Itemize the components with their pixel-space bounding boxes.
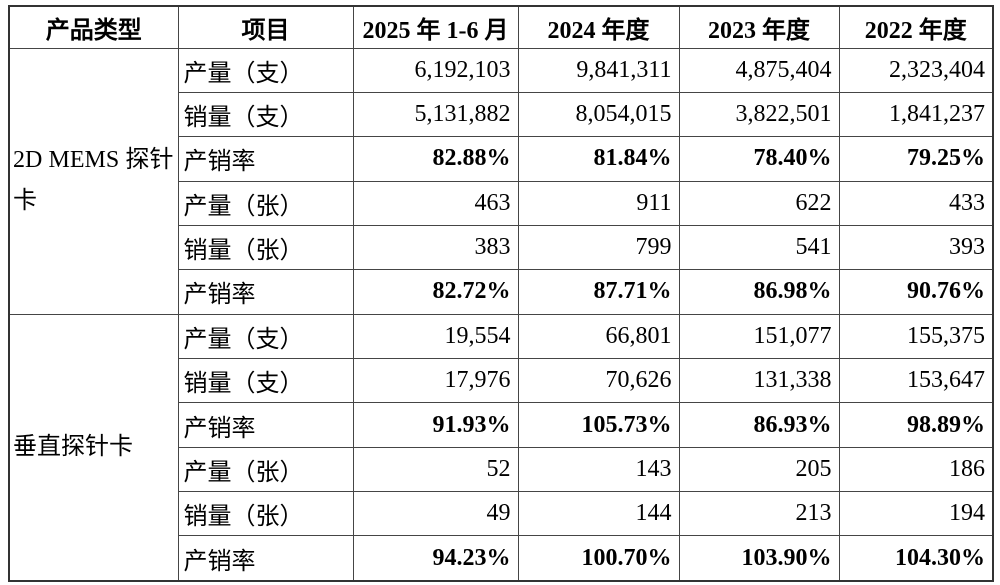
production-sales-table: 产品类型 项目 2025 年 1-6 月 2024 年度 2023 年度 202…: [8, 5, 994, 582]
item-label-cell: 产量（支）: [177, 313, 354, 360]
item-label-cell: 产量（张）: [177, 180, 354, 226]
value-cell: 186: [838, 446, 994, 493]
value-cell: 155,375: [838, 313, 994, 360]
table-row: 产量（张） 463 911 622 433: [9, 180, 994, 226]
value-cell: 49: [352, 491, 519, 537]
product-type-cell: 垂直探针卡: [8, 313, 179, 582]
value-cell: 82.72%: [352, 269, 519, 315]
item-label-cell: 销量（支）: [177, 91, 354, 138]
table-row: 销量（支） 17,976 70,626 131,338 153,647: [9, 358, 994, 404]
production-sales-table-container: 产品类型 项目 2025 年 1-6 月 2024 年度 2023 年度 202…: [8, 5, 994, 582]
value-cell: 2,323,404: [838, 47, 994, 93]
value-cell: 1,841,237: [838, 91, 994, 138]
value-cell: 52: [352, 446, 519, 493]
value-cell: 79.25%: [838, 136, 994, 182]
table-row: 销量（张） 383 799 541 393: [9, 224, 994, 271]
value-cell: 194: [838, 491, 994, 537]
table-row: 2D MEMS 探针卡 产量（支） 6,192,103 9,841,311 4,875,…: [8, 47, 994, 315]
value-cell: 19,554: [352, 313, 519, 360]
value-cell: 6,192,103: [352, 47, 519, 93]
item-label-cell: 销量（支）: [177, 358, 354, 404]
value-cell: 5,131,882: [352, 91, 519, 138]
item-label-cell: 产销率: [177, 402, 354, 448]
item-label-cell: 销量（张）: [177, 224, 354, 271]
value-cell: 541: [678, 224, 840, 271]
value-cell: 622: [678, 180, 840, 226]
value-cell: 144: [517, 491, 680, 537]
header-period-2023: 2023 年度: [678, 5, 840, 49]
value-cell: 103.90%: [678, 535, 840, 582]
value-cell: 82.88%: [352, 136, 519, 182]
value-cell: 205: [678, 446, 840, 493]
table-row: 产销率 91.93% 105.73% 86.93% 98.89%: [9, 402, 994, 448]
value-cell: 86.98%: [678, 269, 840, 315]
header-item: 项目: [177, 5, 354, 49]
value-cell: 70,626: [517, 358, 680, 404]
header-period-2022: 2022 年度: [838, 5, 994, 49]
item-label-cell: 产量（张）: [177, 446, 354, 493]
value-cell: 213: [678, 491, 840, 537]
value-cell: 393: [838, 224, 994, 271]
header-product-type: 产品类型: [8, 5, 179, 49]
value-cell: 383: [352, 224, 519, 271]
value-cell: 143: [517, 446, 680, 493]
header-period-2025h1: 2025 年 1-6 月: [352, 5, 519, 49]
item-label-cell: 产销率: [177, 269, 354, 315]
value-cell: 86.93%: [678, 402, 840, 448]
table-row: 销量（张） 49 144 213 194: [9, 491, 994, 537]
table-body: 2D MEMS 探针卡 产量（支） 6,192,103 9,841,311 4,875,…: [8, 47, 994, 582]
value-cell: 104.30%: [838, 535, 994, 582]
item-label-cell: 产量（支）: [177, 47, 354, 93]
item-label-cell: 产销率: [177, 535, 354, 582]
value-cell: 91.93%: [352, 402, 519, 448]
value-cell: 151,077: [678, 313, 840, 360]
value-cell: 911: [517, 180, 680, 226]
value-cell: 8,054,015: [517, 91, 680, 138]
value-cell: 66,801: [517, 313, 680, 360]
value-cell: 463: [352, 180, 519, 226]
value-cell: 17,976: [352, 358, 519, 404]
table-row: 产量（张） 52 143 205 186: [9, 446, 994, 493]
value-cell: 3,822,501: [678, 91, 840, 138]
table-row: 产销率 82.88% 81.84% 78.40% 79.25%: [9, 136, 994, 182]
table-row: 产销率 94.23% 100.70% 103.90% 104.30%: [9, 535, 994, 582]
value-cell: 9,841,311: [517, 47, 680, 93]
value-cell: 81.84%: [517, 136, 680, 182]
value-cell: 4,875,404: [678, 47, 840, 93]
value-cell: 433: [838, 180, 994, 226]
value-cell: 87.71%: [517, 269, 680, 315]
value-cell: 105.73%: [517, 402, 680, 448]
item-label-cell: 销量（张）: [177, 491, 354, 537]
value-cell: 94.23%: [352, 535, 519, 582]
table-row: 产销率 82.72% 87.71% 86.98% 90.76%: [9, 269, 994, 315]
table-header-row: 产品类型 项目 2025 年 1-6 月 2024 年度 2023 年度 202…: [8, 5, 994, 49]
value-cell: 98.89%: [838, 402, 994, 448]
value-cell: 90.76%: [838, 269, 994, 315]
item-label-cell: 产销率: [177, 136, 354, 182]
value-cell: 78.40%: [678, 136, 840, 182]
header-period-2024: 2024 年度: [517, 5, 680, 49]
value-cell: 100.70%: [517, 535, 680, 582]
value-cell: 131,338: [678, 358, 840, 404]
product-type-cell: 2D MEMS 探针卡: [8, 47, 179, 315]
value-cell: 799: [517, 224, 680, 271]
table-row: 垂直探针卡 产量（支） 19,554 66,801 151,077 155,375: [8, 313, 994, 582]
value-cell: 153,647: [838, 358, 994, 404]
